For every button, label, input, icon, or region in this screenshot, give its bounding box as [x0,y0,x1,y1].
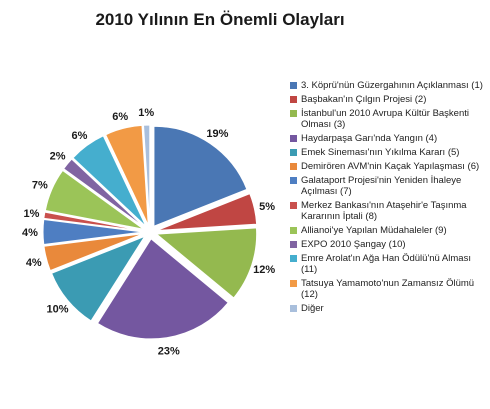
legend-item-10: EXPO 2010 Şangay (10) [290,239,485,250]
pie-slice-1 [153,125,248,227]
pie-slice-3 [155,227,258,299]
pie-slice-8 [43,211,144,232]
legend-item-7: Galataport Projesi'nin Yeniden İhaleye A… [290,175,485,197]
legend-label: Galataport Projesi'nin Yeniden İhaleye A… [301,175,462,197]
slice-label-13: 1% [138,107,154,119]
legend-item-9: Allianoi'ye Yapılan Müdahaleler (9) [290,225,485,236]
legend-swatch [290,110,297,117]
slice-label-4: 23% [158,346,180,358]
legend-label: EXPO 2010 Şangay (10) [301,239,406,250]
legend-label: 3. Köprü'nün Güzergahının Açıklanması (1… [301,80,483,91]
pie-slice-10 [63,158,145,228]
legend-item-4: Haydarpaşa Garı'nda Yangın (4) [290,133,485,144]
chart-legend: 3. Köprü'nün Güzergahının Açıklanması (1… [290,80,485,317]
slice-label-6: 4% [26,257,42,269]
pie-slice-12 [105,124,149,226]
slice-label-10: 2% [50,151,66,163]
legend-item-1: 3. Köprü'nün Güzergahının Açıklanması (1… [290,80,485,91]
legend-swatch [290,305,297,312]
legend-swatch [290,82,297,89]
legend-item-2: Başbakan'ın Çılgın Projesi (2) [290,94,485,105]
legend-item-5: Emek Sineması'nın Yıkılma Kararı (5) [290,147,485,158]
legend-label: Merkez Bankası'nın Ataşehir'e Taşınma Ka… [301,200,467,222]
legend-swatch [290,149,297,156]
legend-label: Demirören AVM'nin Kaçak Yapılaşması (6) [301,161,480,172]
legend-swatch [290,177,297,184]
slice-label-2: 5% [259,201,275,213]
legend-item-11: Emre Arolat'ın Ağa Han Ödülü'nü Alması (… [290,253,485,275]
pie-slice-7 [42,218,144,246]
legend-swatch [290,255,297,262]
legend-swatch [290,202,297,209]
legend-swatch [290,96,297,103]
chart-title: 2010 Yılının En Önemli Olayları [95,10,345,29]
pie-slice-6 [43,233,144,272]
pie-slice-2 [156,193,258,231]
legend-label: Emre Arolat'ın Ağa Han Ödülü'nü Alması (… [301,253,471,275]
legend-label: Haydarpaşa Garı'nda Yangın (4) [301,133,438,144]
slice-label-9: 7% [32,179,48,191]
slice-label-1: 19% [206,128,228,140]
legend-item-12: Tatsuya Yamamoto'nun Zamansız Ölümü (12) [290,278,485,300]
slice-label-3: 12% [253,264,275,276]
legend-item-13: Diğer [290,303,485,314]
legend-label: İstanbul'un 2010 Avrupa Kültür Başkenti … [301,108,470,130]
slice-label-12: 6% [112,111,128,123]
pie-slice-13 [142,124,151,226]
pie-slice-9 [44,169,144,230]
legend-label: Allianoi'ye Yapılan Müdahaleler (9) [301,225,447,236]
legend-label: Emek Sineması'nın Yıkılma Kararı (5) [301,147,460,158]
legend-item-6: Demirören AVM'nin Kaçak Yapılaşması (6) [290,161,485,172]
legend-item-8: Merkez Bankası'nın Ataşehir'e Taşınma Ka… [290,200,485,222]
legend-label: Tatsuya Yamamoto'nun Zamansız Ölümü (12) [301,278,475,300]
slice-label-7: 4% [22,227,38,239]
legend-swatch [290,241,297,248]
legend-item-3: İstanbul'un 2010 Avrupa Kültür Başkenti … [290,108,485,130]
slice-label-8: 1% [24,208,40,220]
slice-label-11: 6% [72,130,88,142]
legend-swatch [290,163,297,170]
pie-slice-4 [96,238,229,340]
legend-label: Diğer [301,303,324,314]
legend-swatch [290,227,297,234]
pie-slice-5 [50,235,146,322]
pie-slice-11 [72,135,147,227]
legend-label: Başbakan'ın Çılgın Projesi (2) [301,94,427,105]
slice-label-5: 10% [47,303,69,315]
legend-swatch [290,280,297,287]
legend-swatch [290,135,297,142]
